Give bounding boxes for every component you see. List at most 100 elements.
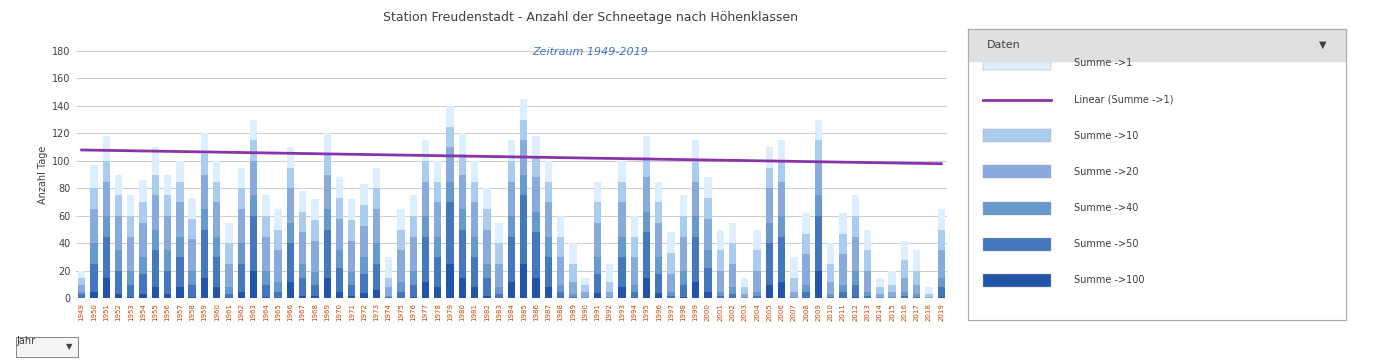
Bar [717,271,724,298]
Bar [864,230,872,298]
Bar [802,292,810,298]
Bar [188,240,196,298]
Bar [766,168,773,298]
Bar [471,257,478,298]
Bar [851,285,859,298]
Bar [360,184,368,298]
Bar [888,285,895,298]
Bar [422,282,430,298]
Bar [213,182,221,298]
Bar [128,271,135,298]
Text: Summe ->20: Summe ->20 [1074,167,1138,177]
Bar [643,178,651,298]
Bar [643,278,651,298]
Bar [630,237,638,298]
Bar [459,278,465,298]
Bar [78,278,85,298]
Bar [372,290,380,298]
Bar [459,230,465,298]
Bar [176,237,184,298]
Bar [140,202,147,298]
Bar [888,271,895,298]
Bar [78,292,85,298]
Bar [839,292,847,298]
Text: Linear (Summe ->1): Linear (Summe ->1) [1074,95,1173,104]
Bar [692,216,699,298]
Bar [827,294,835,298]
Bar [163,195,172,298]
Bar [336,268,343,298]
Bar [151,250,159,298]
Bar [667,253,674,298]
Bar [791,297,798,298]
Bar [397,230,405,298]
Bar [827,297,835,298]
Bar [409,195,417,298]
Bar [163,216,172,298]
Bar [729,223,736,298]
Bar [422,161,430,298]
Bar [655,293,663,298]
Bar [250,271,257,298]
Bar [754,250,761,298]
Bar [925,288,932,298]
Bar [384,257,393,298]
Bar [372,168,380,298]
Bar [128,297,135,298]
Bar [422,237,430,298]
Bar [188,285,196,298]
Bar [814,141,822,298]
Bar [238,264,244,298]
Bar [397,282,405,298]
Bar [434,288,442,298]
Bar [115,175,122,298]
Y-axis label: Anzahl Tage: Anzahl Tage [38,146,48,204]
Bar [643,157,651,298]
Bar [570,294,577,298]
Bar [814,120,822,298]
Bar [78,271,85,298]
Bar [238,168,244,298]
Bar [238,292,244,298]
Bar [409,216,417,298]
Bar [593,274,601,298]
Bar [349,199,356,298]
Bar [545,257,552,298]
Bar [91,292,97,298]
Bar [360,257,368,298]
Bar [471,237,478,298]
Bar [667,296,674,298]
Bar [888,297,895,298]
Bar [938,297,945,298]
Bar [570,244,577,298]
Bar [324,134,331,298]
Bar [188,219,196,298]
Bar [103,216,110,298]
Bar [876,288,883,298]
Bar [667,274,674,298]
Bar [163,250,172,298]
Bar [151,230,159,298]
Bar [213,257,221,298]
Bar [163,294,172,298]
Bar [163,271,172,298]
Bar [299,278,306,298]
Bar [324,175,331,298]
Text: Station Freudenstadt - Anzahl der Schneetage nach Höhenklassen: Station Freudenstadt - Anzahl der Schnee… [383,11,798,24]
Bar [729,294,736,298]
Bar [802,254,810,298]
Bar [483,278,490,298]
Bar [814,216,822,298]
FancyBboxPatch shape [983,274,1052,287]
Bar [176,288,184,298]
Bar [336,178,343,298]
Bar [91,209,97,298]
Bar [508,182,515,298]
Bar [275,209,281,298]
Bar [483,296,490,298]
Bar [409,285,417,298]
Bar [655,223,663,298]
Bar [91,165,97,298]
Text: Jahr: Jahr [16,336,36,346]
Bar [409,297,417,298]
